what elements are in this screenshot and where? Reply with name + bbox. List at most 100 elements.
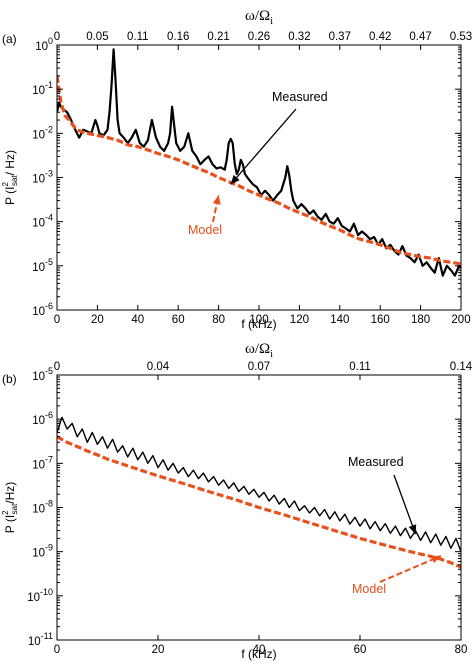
y-tick-base: 10: [32, 129, 45, 141]
y-tick-base: 10: [32, 459, 45, 471]
x-tick-label: 100: [249, 314, 268, 326]
y-tick-label: 10-5: [32, 366, 53, 383]
y-axis-label-main: P (I: [3, 187, 17, 205]
y-axis-label-sub: sat: [10, 503, 19, 514]
y-tick-label: 10-4: [32, 213, 53, 230]
annotation-arrow-line: [230, 108, 297, 185]
x-tick-label: 40: [131, 314, 144, 326]
top-axis-label-sub: i: [270, 16, 273, 27]
y-tick-base: 10: [32, 174, 45, 186]
x-tick-label: 20: [91, 314, 104, 326]
top-axis-label: ω/Ωi: [245, 8, 273, 27]
x-tick-label: 140: [330, 314, 349, 326]
top-tick-label: 0.32: [288, 31, 310, 43]
top-tick-label: 0.11: [127, 31, 149, 43]
y-tick-exponent: -1: [45, 80, 53, 90]
x-tick-label: 20: [152, 644, 165, 656]
top-axis-label-main: ω/Ω: [245, 341, 270, 357]
annotation-measured: Measured: [272, 90, 328, 104]
y-tick-base: 10: [32, 306, 45, 318]
x-tick-label: 40: [253, 644, 266, 656]
x-axis-label: f (kHz): [241, 647, 276, 661]
annotation-arrow-head: [212, 195, 221, 205]
top-tick-label: 0.05: [86, 31, 108, 43]
y-tick-label: 10-1: [32, 80, 53, 97]
y-tick-label: 10-10: [27, 587, 53, 604]
y-axis-label-sup: 2: [1, 182, 10, 187]
y-tick-exponent: -11: [41, 631, 53, 641]
y-axis-label: P (I2sat/ Hz): [1, 150, 19, 205]
y-axis-label-sub: sat: [10, 175, 19, 186]
y-tick-exponent: -10: [40, 587, 53, 597]
y-tick-exponent: -7: [45, 454, 53, 464]
y-tick-exponent: -2: [45, 124, 53, 134]
y-tick-base: 10: [32, 548, 45, 560]
x-tick-label: 120: [290, 314, 309, 326]
chart-panel-b: 0 20 40 60 800 0.04 0.07 0.11 0.1410-1110-1010-9…: [1, 341, 473, 661]
annotation-arrow-line: [379, 555, 442, 583]
top-tick-label: 0.47: [409, 31, 431, 43]
y-tick-label: 10-3: [32, 169, 53, 186]
y-tick-exponent: -9: [45, 543, 53, 553]
annotation-model: Model: [352, 582, 386, 596]
top-tick-label: 0.14: [450, 361, 473, 373]
top-tick-label: 0.11: [349, 361, 371, 373]
y-tick-exponent: -5: [45, 366, 53, 376]
y-tick-base: 10: [27, 592, 40, 604]
y-tick-base: 10: [32, 415, 45, 427]
y-tick-base: 10: [32, 504, 45, 516]
annotation-arrow-head: [408, 524, 417, 535]
top-tick-label: 0.37: [329, 31, 351, 43]
y-axis-label-sup: 2: [1, 510, 10, 515]
x-tick-label: 200: [451, 314, 470, 326]
series-line-measured: [57, 416, 461, 552]
x-tick-label: 0: [54, 644, 60, 656]
y-tick-label: 10-6: [32, 301, 53, 318]
plot-frame: [56, 44, 462, 311]
series-line-model: [57, 75, 461, 266]
top-tick-label: 0.21: [207, 31, 229, 43]
y-tick-base: 10: [32, 371, 45, 383]
y-tick-base: 10: [35, 41, 48, 53]
x-tick-label: 80: [455, 644, 468, 656]
y-tick-exponent: 0: [48, 36, 53, 46]
x-tick-label: 60: [354, 644, 367, 656]
top-tick-label: 0: [54, 31, 60, 43]
x-tick-label: 0: [54, 314, 60, 326]
annotation-arrow-head: [430, 555, 441, 564]
y-tick-label: 10-11: [28, 631, 53, 648]
x-tick-label: 60: [172, 314, 185, 326]
top-tick-label: 0.04: [147, 361, 170, 373]
x-axis-label: f (kHz): [241, 317, 276, 331]
y-tick-label: 100: [35, 36, 53, 53]
y-tick-label: 10-2: [32, 124, 53, 141]
top-tick-label: 0.07: [248, 361, 270, 373]
y-tick-exponent: -6: [45, 410, 53, 420]
y-tick-base: 10: [28, 636, 41, 648]
y-tick-label: 10-5: [32, 257, 53, 274]
top-axis-label-sub: i: [270, 349, 273, 360]
annotation-arrow-line: [393, 474, 417, 535]
y-tick-label: 10-8: [32, 499, 53, 516]
series-line-measured: [57, 48, 461, 277]
y-axis-label-end: /Hz): [3, 482, 17, 504]
panel-label: (a): [2, 32, 17, 46]
y-tick-exponent: -8: [45, 499, 53, 509]
x-tick-label: 160: [371, 314, 390, 326]
x-tick-label: 180: [411, 314, 430, 326]
y-tick-base: 10: [32, 85, 45, 97]
top-tick-label: 0.53: [450, 31, 472, 43]
top-tick-label: 0.26: [248, 31, 270, 43]
y-tick-base: 10: [32, 262, 45, 274]
y-tick-exponent: -4: [45, 213, 53, 223]
y-tick-label: 10-6: [32, 410, 53, 427]
panel-label: (b): [2, 372, 17, 386]
top-tick-label: 0.42: [369, 31, 391, 43]
annotation-arrow-head: [230, 174, 240, 185]
y-tick-exponent: -6: [45, 301, 53, 311]
y-axis-label: P (I2sat/Hz): [1, 482, 19, 534]
annotation-model: Model: [188, 223, 222, 237]
y-tick-exponent: -5: [45, 257, 53, 267]
